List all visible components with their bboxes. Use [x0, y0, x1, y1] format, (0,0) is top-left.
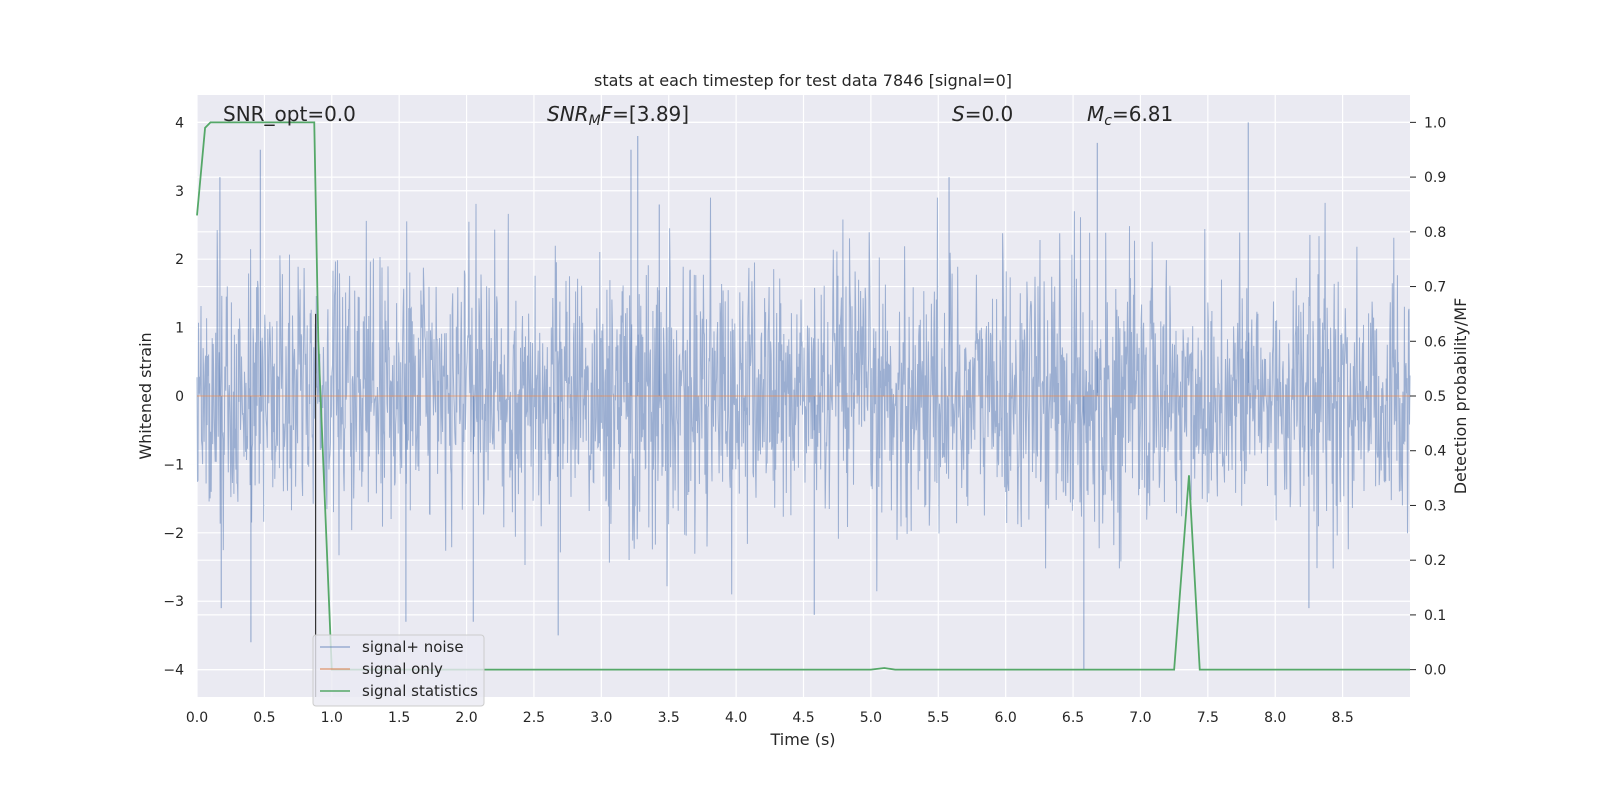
legend-label-noise: signal+ noise [362, 638, 464, 656]
x-tick-label: 1.0 [321, 710, 343, 726]
x-tick-label: 6.0 [995, 710, 1017, 726]
y-tick-label-right: 0.5 [1424, 389, 1446, 405]
noise-trace [196, 197, 1411, 595]
tick-labels: 0.0 0.5 1.0 1.5 2.0 2.5 3.0 3.5 4.0 4.5 5.0 5.5 6.0 6… [163, 115, 1446, 726]
legend-label-signal: signal only [362, 660, 443, 678]
x-tick-label: 5.5 [927, 710, 949, 726]
legend-box [312, 634, 485, 707]
chart-title: stats at each timestep for test data 784… [594, 71, 1012, 90]
s-main: S [952, 102, 965, 126]
snr-mf-sub: M [589, 113, 601, 129]
y-tick-label-right: 0.9 [1424, 170, 1446, 186]
y-tick-label-right: 0.2 [1424, 553, 1446, 569]
y-tick-label-left: 4 [175, 115, 184, 131]
y-tick-label-right: 0.3 [1424, 498, 1446, 514]
x-tick-label: 7.5 [1197, 710, 1219, 726]
y-tick-label-right: 0.4 [1424, 444, 1446, 460]
legend-label-stats: signal statistics [362, 682, 478, 700]
s-rest: =0.0 [965, 102, 1014, 126]
x-tick-label: 2.5 [523, 710, 545, 726]
annotation-s: S=0.0 [952, 102, 1013, 126]
x-axis-label: Time (s) [769, 730, 835, 749]
x-tick-label: 4.0 [725, 710, 747, 726]
y-tick-label-left: −2 [163, 526, 184, 542]
y-tick-label-right: 0.1 [1424, 608, 1446, 624]
x-tick-label: 1.5 [388, 710, 410, 726]
lines-layer [196, 121, 1410, 697]
y-tick-label-right: 0.0 [1424, 663, 1446, 679]
y-tick-label-left: 0 [175, 389, 184, 405]
y-axis-label-right: Detection probability/MF [1451, 298, 1470, 495]
y-tick-label-left: 2 [175, 252, 184, 268]
signal-statistics-line [196, 121, 1410, 671]
x-tick-label: 8.5 [1331, 710, 1353, 726]
x-tick-label: 8.0 [1264, 710, 1286, 726]
x-tick-label: 4.5 [792, 710, 814, 726]
annotation-snr-opt: SNR_opt=0.0 [223, 102, 356, 126]
x-tick-label: 3.5 [658, 710, 680, 726]
y-tick-label-left: 3 [175, 184, 184, 200]
x-tick-label: 3.0 [590, 710, 612, 726]
y-tick-label-right: 0.6 [1424, 334, 1446, 350]
y-tick-label-left: −1 [163, 457, 184, 473]
y-tick-label-left: −4 [163, 663, 184, 679]
mc-rest: =6.81 [1112, 102, 1173, 126]
x-tick-label: 2.0 [455, 710, 477, 726]
signal-noise-series [196, 122, 1411, 670]
mc-sub: c [1104, 113, 1112, 129]
snr-mf-rest: F=[3.89] [601, 102, 689, 126]
y-tick-label-right: 0.8 [1424, 225, 1446, 241]
annotation-snr-mf: SNRMF=[3.89] [547, 102, 689, 129]
y-axis-label-left: Whitened strain [136, 332, 155, 459]
x-tick-label: 0.0 [186, 710, 208, 726]
y-tick-label-left: 1 [175, 321, 184, 337]
x-tick-label: 6.5 [1062, 710, 1084, 726]
y-tick-label-left: −3 [163, 594, 184, 610]
x-tick-label: 7.0 [1129, 710, 1151, 726]
snr-mf-main: SNR [547, 102, 589, 126]
x-tick-label: 0.5 [253, 710, 275, 726]
mc-main: M [1087, 102, 1104, 126]
y-tick-label-right: 1.0 [1424, 115, 1446, 131]
x-tick-label: 5.0 [860, 710, 882, 726]
y-tick-label-right: 0.7 [1424, 280, 1446, 296]
annotation-mc: Mc=6.81 [1087, 102, 1173, 129]
legend: signal+ noise signal only signal statist… [312, 634, 485, 707]
